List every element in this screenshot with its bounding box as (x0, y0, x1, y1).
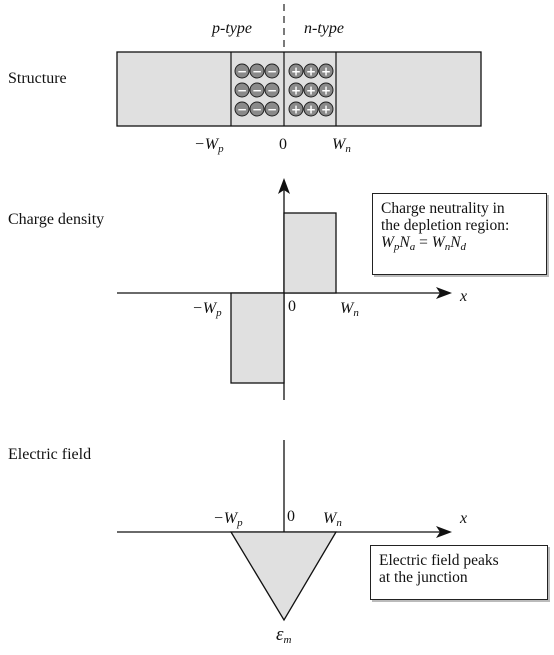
acceptor-ion (264, 101, 280, 117)
charge-density-label: Charge density (8, 211, 105, 228)
field-x-arrowhead (436, 526, 452, 538)
acceptor-ion (249, 63, 265, 79)
neutrality-line-2: the depletion region: (381, 217, 510, 234)
acceptor-sign: − (252, 103, 262, 117)
donor-sign: + (306, 84, 316, 98)
donor-sign: + (306, 65, 316, 79)
acceptor-ion (234, 82, 250, 98)
electric-field-label: Electric field (8, 446, 92, 463)
structure-zero-label: 0 (279, 136, 287, 153)
acceptor-ion (264, 63, 280, 79)
charge-neg-wp-label: −Wp (192, 300, 222, 319)
acceptor-ion (249, 82, 265, 98)
acceptor-sign: − (267, 103, 277, 117)
structure-neg-wp-label: −Wp (194, 136, 224, 155)
field-zero-label: 0 (287, 508, 295, 525)
acceptor-ion (264, 82, 280, 98)
acceptor-sign: − (267, 65, 277, 79)
acceptor-sign: − (267, 84, 277, 98)
donor-sign: + (291, 65, 301, 79)
donor-ion (288, 101, 304, 117)
field-triangle (229, 531, 338, 622)
acceptor-sign: − (252, 84, 262, 98)
charge-neutrality-note: Charge neutrality in the depletion regio… (372, 193, 547, 275)
donor-sign: + (291, 84, 301, 98)
donor-sign: + (321, 103, 331, 117)
neutrality-equation: WpNa = WnNd (381, 234, 467, 253)
acceptor-sign: − (237, 65, 247, 79)
donor-sign: + (306, 103, 316, 117)
positive-charge-block (283, 212, 337, 294)
donor-sign: + (321, 65, 331, 79)
n-type-label: n-type (304, 20, 344, 37)
donor-ion (288, 82, 304, 98)
negative-charge-block (230, 292, 285, 384)
acceptor-ion (234, 101, 250, 117)
ion-grid: − − − + + +− − − + + +− − − + + + (234, 63, 334, 117)
field-note-line-2: at the junction (379, 569, 468, 586)
charge-x-label: x (460, 288, 468, 305)
field-peak-note: Electric field peaks at the junction (370, 545, 548, 600)
field-neg-wp-label: −Wp (213, 510, 243, 529)
donor-ion (288, 63, 304, 79)
peak-field-label: εm (276, 624, 292, 646)
charge-wn-label: Wn (340, 300, 359, 319)
donor-sign: + (321, 84, 331, 98)
donor-sign: + (291, 103, 301, 117)
charge-zero-label: 0 (288, 298, 296, 315)
structure-label: Structure (8, 70, 67, 87)
field-x-label: x (460, 510, 468, 527)
field-wn-label: Wn (323, 510, 342, 529)
acceptor-sign: − (237, 103, 247, 117)
donor-ion (318, 101, 334, 117)
acceptor-ion (234, 63, 250, 79)
donor-ion (303, 101, 319, 117)
charge-x-arrowhead (436, 287, 452, 299)
neutrality-line-1: Charge neutrality in (381, 200, 505, 217)
acceptor-sign: − (252, 65, 262, 79)
p-type-label: p-type (212, 20, 252, 37)
acceptor-sign: − (237, 84, 247, 98)
donor-ion (318, 82, 334, 98)
donor-ion (303, 82, 319, 98)
donor-ion (318, 63, 334, 79)
structure-wn-label: Wn (332, 136, 351, 155)
field-note-line-1: Electric field peaks (379, 552, 499, 569)
charge-y-arrowhead (278, 178, 290, 194)
acceptor-ion (249, 101, 265, 117)
donor-ion (303, 63, 319, 79)
